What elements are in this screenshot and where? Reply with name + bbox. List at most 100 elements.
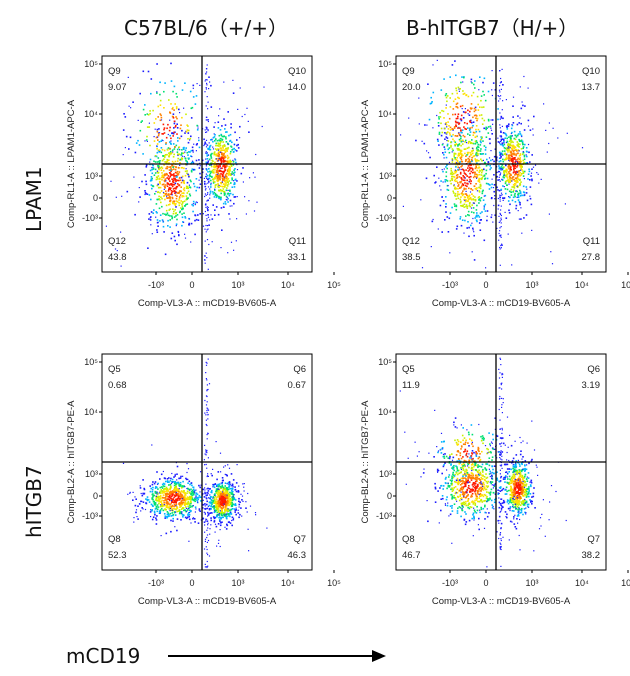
event-dot: [151, 172, 154, 175]
event-dot: [504, 132, 506, 135]
event-dot: [432, 127, 434, 129]
event-dot: [177, 192, 179, 194]
event-dot: [190, 501, 192, 504]
event-dot: [141, 180, 143, 183]
event-dot: [230, 241, 233, 243]
event-dot: [199, 165, 201, 167]
event-dot: [139, 92, 141, 95]
event-dot: [171, 217, 173, 220]
event-dot: [214, 177, 216, 180]
event-dot: [157, 221, 159, 223]
event-dot: [476, 212, 478, 214]
event-dot: [525, 154, 527, 156]
event-dot: [204, 228, 206, 230]
event-dot: [155, 498, 158, 500]
event-dot: [480, 136, 482, 138]
event-dot: [252, 172, 254, 174]
event-dot: [480, 158, 482, 161]
event-dot: [499, 174, 501, 176]
event-dot: [516, 141, 519, 143]
event-dot: [454, 158, 457, 161]
event-dot: [162, 170, 165, 172]
event-dot: [203, 508, 206, 510]
event-dot: [168, 152, 170, 154]
event-dot: [162, 133, 164, 135]
event-dot: [192, 517, 194, 520]
event-dot: [166, 516, 168, 518]
event-dot: [168, 99, 170, 101]
event-dot: [479, 170, 482, 172]
event-dot: [209, 494, 211, 496]
event-dot: [515, 160, 517, 162]
column-title-c57bl6: C57BL/6（+/+）: [124, 16, 288, 40]
event-dot: [202, 488, 205, 491]
event-dot: [178, 234, 180, 237]
event-dot: [170, 193, 173, 195]
event-dot: [218, 154, 220, 156]
event-dot: [227, 504, 229, 506]
event-dot: [207, 108, 209, 110]
event-dot: [204, 531, 206, 533]
event-dot: [161, 133, 163, 135]
event-dot: [192, 486, 194, 489]
event-dot: [474, 159, 477, 162]
event-dot: [189, 179, 192, 182]
event-dot: [180, 503, 183, 506]
event-dot: [207, 515, 209, 517]
event-dot: [505, 171, 508, 174]
event-dot: [209, 164, 211, 166]
event-dot: [481, 484, 484, 486]
event-dot: [172, 499, 175, 501]
quadrant-percent-label: 14.0: [288, 82, 307, 93]
event-dot: [451, 171, 454, 174]
event-dot: [159, 182, 161, 185]
event-dot: [235, 504, 237, 507]
event-dot: [498, 151, 501, 154]
event-dot: [138, 503, 141, 505]
event-dot: [213, 196, 216, 198]
event-dot: [216, 506, 218, 508]
event-dot: [217, 496, 219, 498]
event-dot: [230, 126, 232, 129]
event-dot: [164, 180, 166, 183]
event-dot: [197, 214, 199, 216]
event-dot: [186, 510, 188, 512]
quadrant-name-label: Q11: [289, 236, 306, 247]
event-dot: [226, 165, 228, 167]
event-dot: [188, 157, 190, 160]
event-dot: [466, 469, 468, 472]
event-dot: [238, 506, 240, 508]
event-dot: [217, 483, 220, 486]
event-dot: [503, 140, 505, 143]
event-dot: [207, 524, 209, 526]
event-dot: [509, 178, 511, 180]
event-dot: [137, 139, 139, 142]
event-dot: [190, 510, 192, 512]
event-dot: [471, 189, 474, 191]
event-dot: [209, 497, 211, 499]
event-dot: [214, 531, 216, 533]
event-dot: [168, 484, 170, 486]
event-dot: [256, 201, 258, 203]
event-dot: [523, 161, 525, 164]
event-dot: [172, 498, 175, 500]
event-dot: [581, 147, 584, 149]
event-dot: [476, 190, 479, 192]
event-dot: [430, 246, 432, 248]
event-dot: [509, 165, 511, 167]
event-dot: [216, 160, 219, 162]
event-dot: [468, 146, 470, 149]
event-dot: [231, 171, 234, 173]
event-dot: [207, 358, 209, 360]
event-dot: [165, 174, 167, 176]
event-dot: [479, 187, 482, 190]
event-dot: [486, 219, 488, 222]
event-dot: [509, 154, 512, 157]
event-dot: [215, 158, 217, 160]
event-dot: [446, 144, 449, 147]
event-dot: [205, 497, 208, 500]
event-dot: [176, 498, 178, 501]
event-dot: [178, 153, 181, 155]
event-dot: [204, 508, 206, 510]
event-dot: [455, 205, 458, 208]
